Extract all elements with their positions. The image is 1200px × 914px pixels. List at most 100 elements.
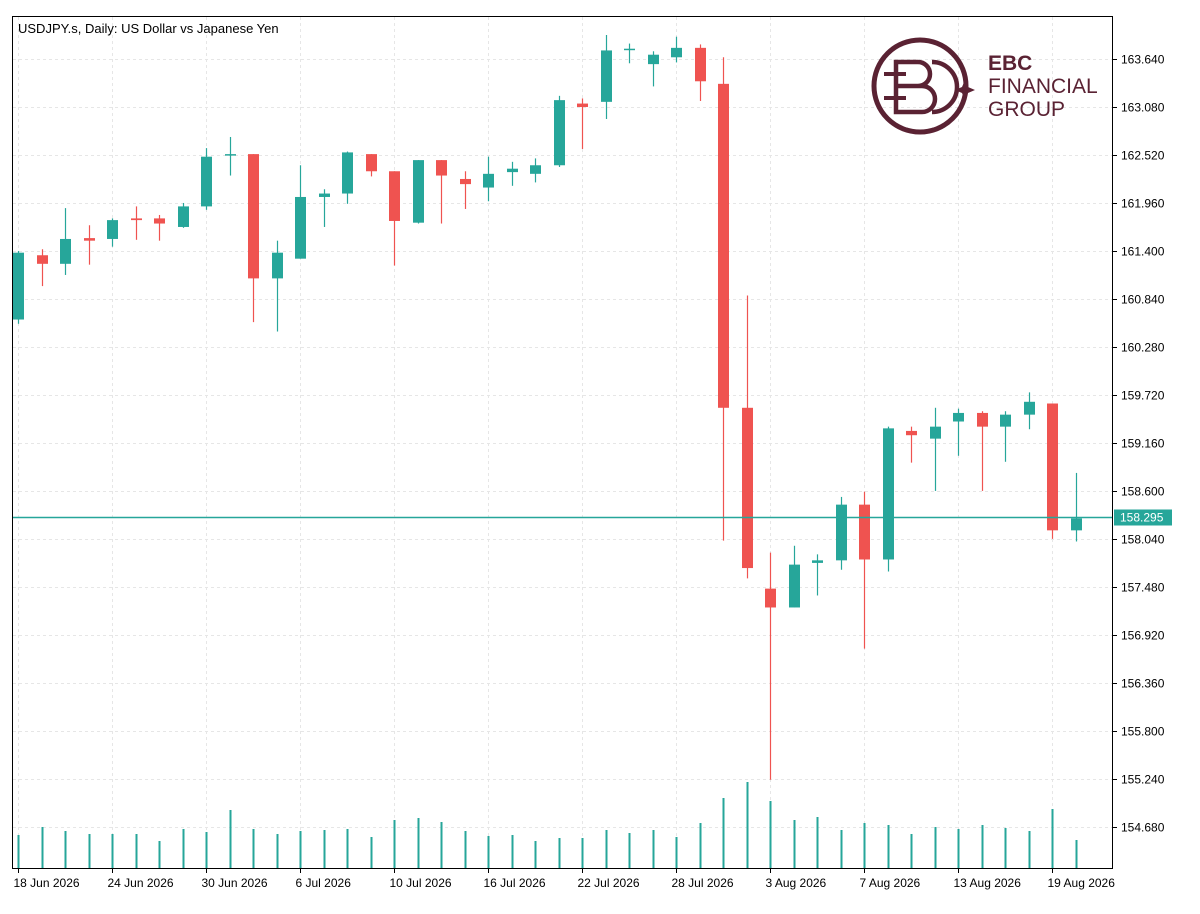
y-tick-label: 158.040 (1121, 533, 1165, 547)
x-tick-label: 28 Jul 2026 (672, 876, 734, 890)
candle (695, 44, 706, 101)
y-tick-label: 160.840 (1121, 293, 1165, 307)
candle-body (836, 504, 847, 561)
candle (154, 214, 165, 241)
y-tick-label: 161.960 (1121, 197, 1165, 211)
candle (507, 161, 518, 186)
candle-body (1024, 401, 1035, 415)
candle-body (483, 173, 494, 188)
y-tick-label: 156.360 (1121, 677, 1165, 691)
last-price-marker: 158.295 (13, 509, 1172, 526)
candle-body (460, 178, 471, 185)
candle (342, 151, 353, 204)
candle-body (225, 154, 236, 156)
candle-body (812, 560, 823, 563)
logo-c-arc (931, 59, 960, 115)
candle-body (601, 50, 612, 102)
candle-body (648, 54, 659, 65)
y-tick-label: 159.160 (1121, 437, 1165, 451)
candle-body (37, 255, 48, 264)
logo-e-bars (884, 72, 906, 100)
y-tick-label: 163.640 (1121, 53, 1165, 67)
volume-bars (17, 782, 1078, 868)
candle-body (1000, 414, 1011, 427)
candle (389, 171, 400, 266)
candle (624, 43, 635, 64)
y-tick-label: 162.520 (1121, 149, 1165, 163)
x-tick-label: 19 Aug 2026 (1048, 876, 1116, 890)
candle-body (507, 168, 518, 173)
candle (225, 136, 236, 176)
candle (248, 154, 259, 323)
candle-body (13, 252, 24, 320)
candle-body (178, 206, 189, 227)
candle (930, 407, 941, 491)
candle (577, 98, 588, 149)
candle (366, 154, 377, 177)
candle (319, 189, 330, 227)
chart-title: USDJPY.s, Daily: US Dollar vs Japanese Y… (18, 21, 279, 36)
logo-b-mark (893, 59, 938, 115)
plot-frame (12, 16, 1113, 869)
logo-text-line2: FINANCIAL (988, 75, 1098, 98)
candle (295, 165, 306, 259)
candle (272, 240, 283, 332)
candle (60, 208, 71, 275)
candle-body (366, 154, 377, 172)
logo-text-line3: GROUP (988, 98, 1065, 121)
x-tick-label: 22 Jul 2026 (578, 876, 640, 890)
candle-body (695, 47, 706, 82)
y-tick-label: 155.800 (1121, 725, 1165, 739)
candle-body (765, 588, 776, 608)
candle (483, 156, 494, 202)
candle (1047, 403, 1058, 539)
candle (413, 160, 424, 224)
x-tick-label: 24 Jun 2026 (108, 876, 174, 890)
x-tick-label: 16 Jul 2026 (484, 876, 546, 890)
candle (977, 411, 988, 491)
candle-body (319, 193, 330, 197)
candle-body (671, 47, 682, 58)
candle-body (272, 252, 283, 279)
x-tick-label: 3 Aug 2026 (766, 876, 827, 890)
candle (1024, 392, 1035, 430)
chart-grid (13, 17, 1112, 868)
candle (436, 160, 447, 224)
candle-body (107, 220, 118, 239)
y-tick-label: 156.920 (1121, 629, 1165, 643)
candle (883, 426, 894, 572)
candle (742, 295, 753, 579)
candle-body (1071, 518, 1082, 531)
x-tick-label: 7 Aug 2026 (860, 876, 921, 890)
candle-body (248, 154, 259, 279)
candle-body (295, 196, 306, 259)
candle-body (742, 407, 753, 569)
candle-body (436, 160, 447, 176)
candle-body (342, 152, 353, 194)
candles (13, 34, 1082, 780)
candle (37, 249, 48, 287)
candle-body (624, 48, 635, 51)
time-axis: 18 Jun 2026 24 Jun 2026 30 Jun 2026 6 Jul 2… (14, 868, 1116, 890)
last-price-box (1114, 509, 1172, 526)
candle (554, 95, 565, 167)
candle (460, 171, 471, 209)
candle-body (154, 218, 165, 224)
candle-body (1047, 403, 1058, 531)
y-tick-label: 160.280 (1121, 341, 1165, 355)
y-tick-label: 155.240 (1121, 773, 1165, 787)
candle-body (413, 160, 424, 223)
y-tick-label: 163.080 (1121, 101, 1165, 115)
candle-body (789, 564, 800, 608)
candle-body (977, 412, 988, 427)
candle (107, 218, 118, 247)
candle (718, 57, 729, 541)
candle (836, 496, 847, 570)
candle-body (859, 504, 870, 560)
candle (601, 34, 612, 119)
x-tick-label: 13 Aug 2026 (954, 876, 1022, 890)
candle (671, 36, 682, 63)
candle (1000, 411, 1011, 462)
candle-body (131, 218, 142, 221)
